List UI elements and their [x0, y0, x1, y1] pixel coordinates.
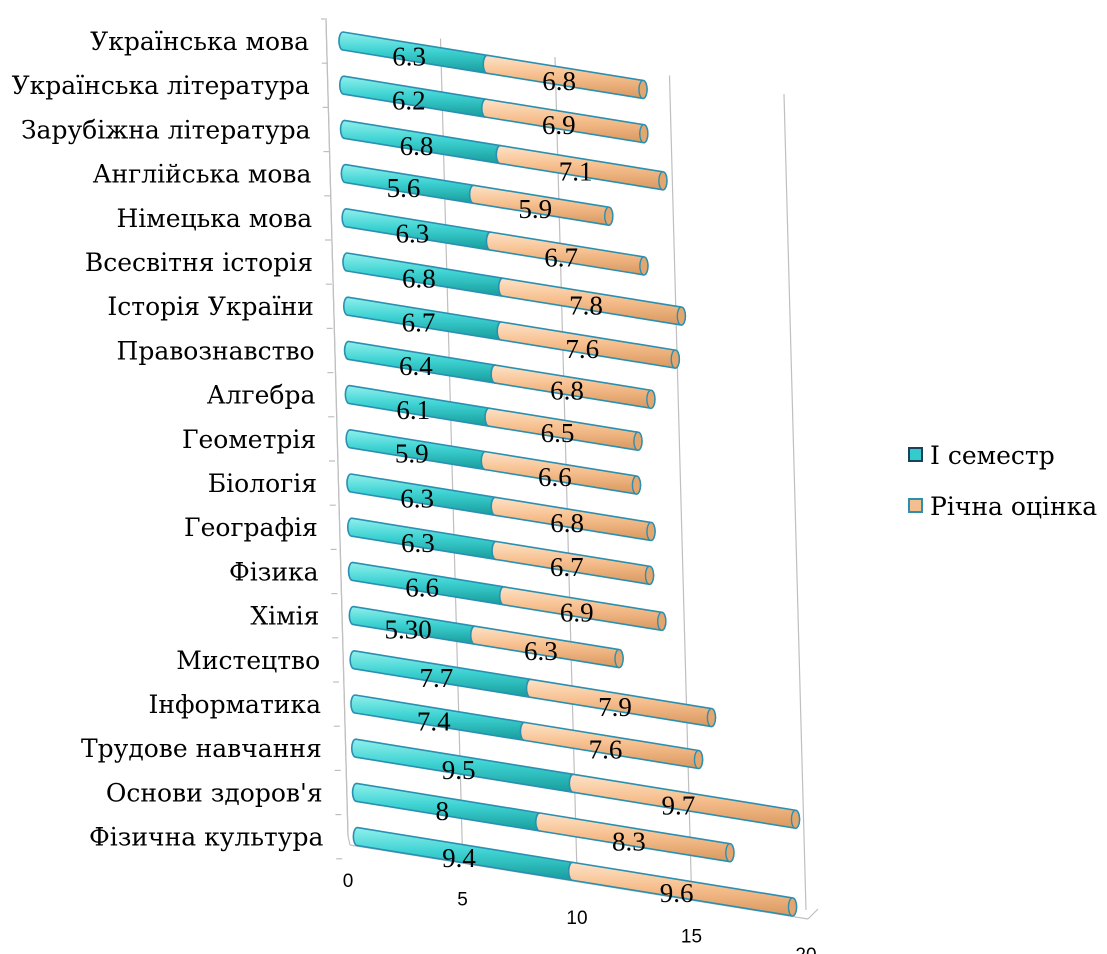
data-label: 6.3 — [401, 528, 435, 558]
category-label: Геометрія — [182, 425, 316, 454]
category-label: Правознавство — [117, 336, 315, 365]
data-label: 6.1 — [396, 395, 430, 425]
floor-edge — [347, 835, 351, 846]
bar-end-cap — [657, 611, 667, 632]
data-label: 6.3 — [524, 636, 558, 666]
bar-end-cap — [790, 809, 801, 829]
bar-end-cap — [638, 79, 648, 100]
data-label: 7.9 — [598, 692, 632, 722]
x-tick-label: 15 — [681, 927, 702, 948]
x-tick-label: 5 — [457, 890, 468, 911]
gridline — [668, 75, 693, 892]
x-tick-label: 0 — [343, 871, 354, 892]
bar-end-cap — [639, 256, 649, 276]
legend-label: І семестр — [930, 441, 1055, 470]
data-label: 8.3 — [612, 826, 646, 856]
data-label: 7.7 — [419, 663, 453, 693]
gridline — [783, 93, 807, 911]
category-label: Біологія — [208, 469, 317, 498]
legend-label: Річна оцінка — [930, 492, 1097, 521]
data-label: 5.9 — [395, 439, 429, 469]
category-label: Географія — [184, 513, 318, 542]
category-label: Історія України — [107, 292, 313, 321]
bar-end-cap — [633, 431, 643, 451]
bar-end-cap — [670, 349, 681, 369]
data-label: 6.8 — [542, 66, 576, 96]
data-label: 8 — [435, 796, 449, 826]
data-label: 9.5 — [442, 755, 476, 785]
category-label: Інформатика — [148, 690, 321, 719]
bar-end-cap — [693, 749, 704, 770]
x-tick-label: 10 — [566, 908, 587, 929]
category-label: Українська мова — [90, 27, 309, 56]
category-label: Українська література — [12, 71, 310, 100]
category-label: Всесвітня історія — [85, 248, 313, 277]
data-label: 7.6 — [565, 334, 599, 364]
category-label: Алгебра — [207, 381, 316, 410]
bar-end-cap — [787, 897, 798, 917]
bar-end-cap — [676, 306, 687, 326]
bar-end-cap — [706, 707, 717, 728]
data-label: 7.6 — [589, 734, 623, 764]
bar-end-cap — [631, 475, 642, 495]
category-label: Хімія — [250, 602, 319, 631]
bar-end-cap — [639, 123, 649, 144]
x-tick-label: 20 — [795, 945, 816, 954]
data-label: 6.8 — [550, 508, 584, 538]
category-label: Фізика — [229, 557, 319, 586]
bar-end-cap — [658, 171, 668, 191]
data-label: 5.9 — [518, 194, 552, 224]
floor-edge — [807, 908, 819, 920]
data-label: 5.30 — [384, 614, 431, 644]
category-label: Зарубіжна література — [21, 115, 311, 144]
data-label: 6.3 — [392, 42, 426, 72]
category-label: Мистецтво — [176, 646, 320, 675]
labels: 0 5 10 15 20 Українська мова 6.3 6.8 Українська … — [12, 27, 817, 954]
data-label: 6.8 — [402, 264, 436, 294]
data-label: 6.8 — [550, 376, 584, 406]
data-label: 6.9 — [560, 598, 594, 628]
data-label: 7.4 — [417, 707, 451, 737]
bar-end-cap — [646, 389, 656, 409]
bar-end-cap — [646, 521, 656, 542]
bars — [338, 31, 801, 917]
data-label: 6.7 — [402, 308, 436, 338]
legend-swatch — [908, 447, 923, 462]
y-axis-line — [325, 19, 349, 837]
category-label: Основи здоров'я — [106, 778, 323, 807]
data-label: 6.7 — [544, 243, 578, 273]
data-label: 6.2 — [392, 86, 426, 116]
data-label: 6.6 — [405, 573, 439, 603]
legend-swatch — [908, 498, 923, 513]
category-label: Німецька мова — [117, 204, 313, 233]
data-label: 6.8 — [400, 131, 434, 161]
data-label: 6.6 — [538, 462, 572, 492]
bar-end-cap — [644, 565, 655, 585]
legend: І семестр Річна оцінка — [908, 441, 1097, 521]
bar-end-cap — [725, 843, 735, 863]
bar-end-cap — [614, 648, 624, 669]
data-label: 7.1 — [559, 157, 593, 187]
data-label: 9.6 — [660, 878, 694, 908]
bar-end-cap — [604, 206, 614, 226]
data-label: 6.3 — [395, 218, 429, 248]
category-label: Трудове навчання — [81, 734, 322, 763]
data-label: 9.7 — [662, 790, 696, 820]
data-label: 5.6 — [387, 173, 421, 203]
data-label: 9.4 — [442, 843, 476, 873]
data-label: 6.7 — [550, 552, 584, 582]
category-label: Англійська мова — [93, 160, 312, 189]
data-label: 6.5 — [541, 418, 575, 448]
data-label: 6.3 — [400, 484, 434, 514]
category-label: Фізична культура — [89, 823, 323, 852]
data-label: 6.9 — [542, 110, 576, 140]
data-label: 7.8 — [569, 291, 603, 321]
data-label: 6.4 — [399, 351, 433, 381]
